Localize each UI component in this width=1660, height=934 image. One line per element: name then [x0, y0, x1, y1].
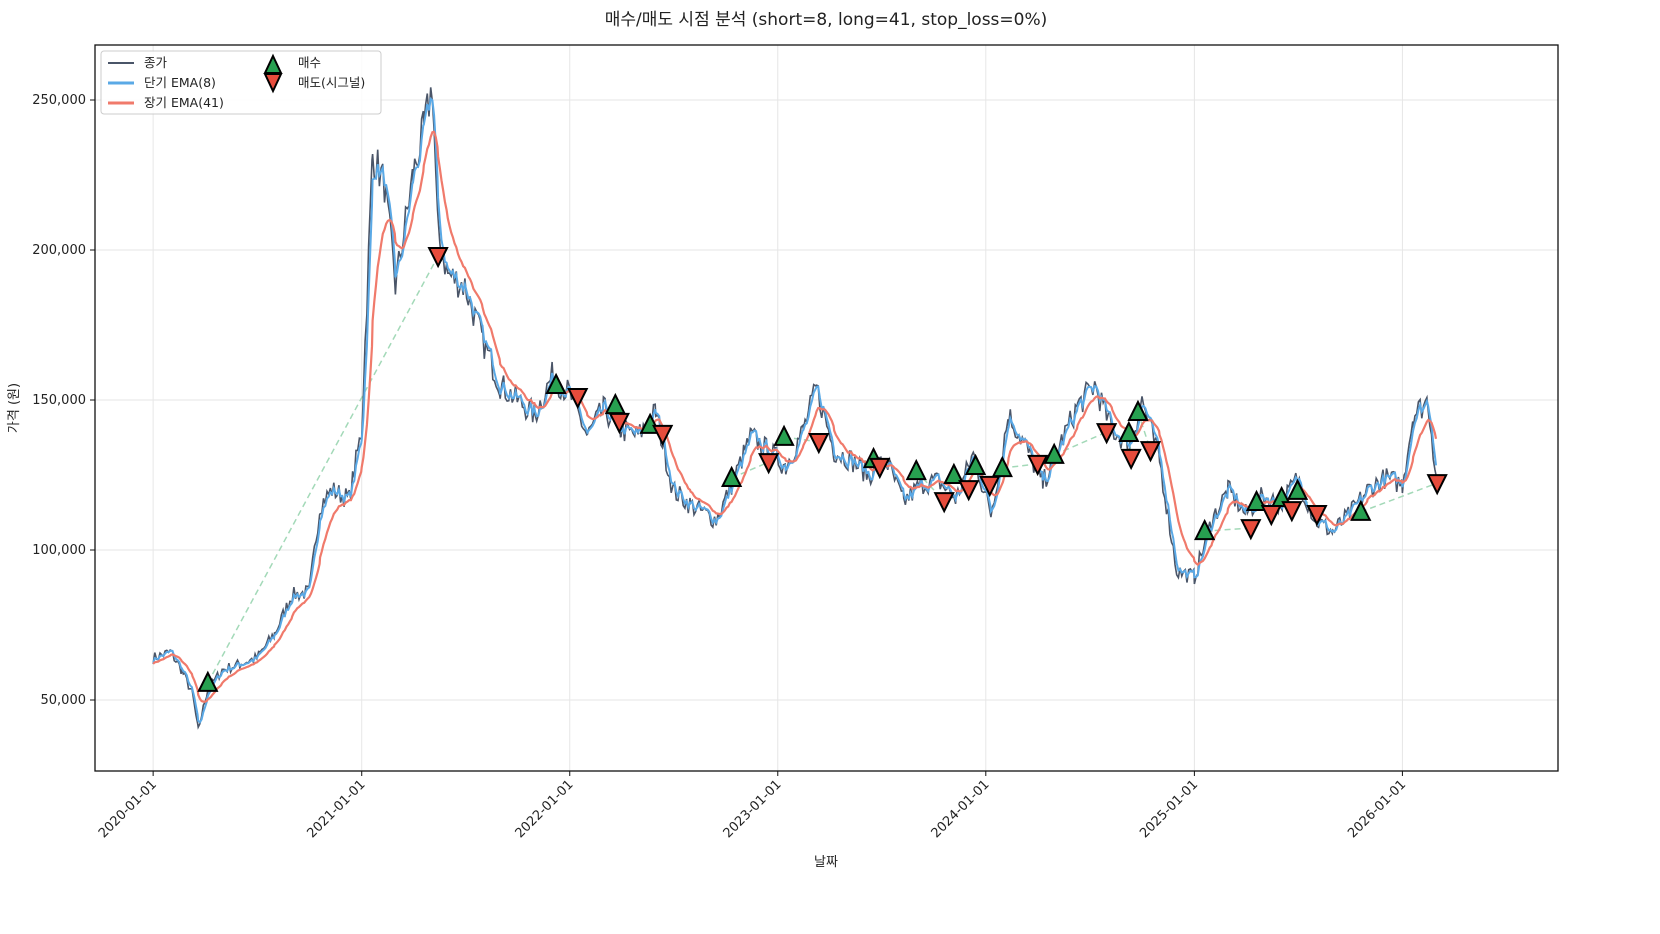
trade-line [1204, 527, 1251, 532]
sell-marker [1027, 454, 1049, 477]
trade-lines [207, 255, 1438, 684]
legend: 종가 단기 EMA(8) 장기 EMA(41) 매수 매도(시그널) [100, 50, 382, 115]
trade-line [1360, 482, 1438, 513]
y-tick-label: 200,000 [32, 243, 86, 258]
sell-marker [979, 475, 1001, 498]
sell-marker [1426, 474, 1448, 496]
x-tick-label: 2024-01-01 [929, 777, 993, 841]
sell-marker [608, 412, 630, 435]
buy-marker [197, 670, 219, 692]
sell-marker [1281, 501, 1303, 523]
x-tick-label: 2021-01-01 [305, 777, 369, 841]
sell-marker [652, 424, 674, 447]
buy-marker [1194, 518, 1216, 541]
x-axis-ticks: 2020-01-01 2021-01-01 2022-01-01 2023-01-01… [96, 771, 1409, 841]
legend-short-ema-label: 단기 EMA(8) [144, 75, 216, 90]
x-tick-label: 2026-01-01 [1345, 777, 1409, 841]
grid-lines [95, 45, 1558, 771]
series-lines [152, 87, 1438, 730]
sell-marker [1240, 519, 1262, 541]
signal-markers [197, 246, 1448, 692]
legend-sell-marker [263, 73, 283, 94]
y-tick-label: 250,000 [32, 93, 86, 108]
trade-line [207, 255, 439, 684]
buy-marker [943, 462, 965, 484]
y-tick-label: 150,000 [32, 393, 86, 408]
legend-close-label: 종가 [144, 55, 168, 70]
buy-marker [1127, 399, 1149, 421]
x-tick-label: 2025-01-01 [1137, 777, 1201, 841]
long-ema-line [152, 130, 1438, 703]
sell-marker [869, 457, 891, 480]
legend-sell-label: 매도(시그널) [298, 75, 365, 90]
sell-marker [1096, 423, 1118, 445]
buy-marker [545, 372, 567, 394]
buy-marker [1118, 420, 1140, 442]
x-tick-label: 2022-01-01 [513, 777, 577, 841]
chart-title: 매수/매도 시점 분석 (short=8, long=41, stop_loss… [605, 10, 1048, 30]
y-tick-label: 100,000 [32, 543, 86, 558]
x-axis-label: 날짜 [814, 855, 838, 870]
buy-marker [991, 455, 1013, 478]
sell-marker [1306, 504, 1328, 527]
sell-marker [758, 453, 780, 475]
buy-marker [720, 465, 743, 487]
buy-marker [905, 458, 927, 481]
trade-line [731, 461, 769, 479]
x-tick-label: 2020-01-01 [96, 777, 160, 841]
buy-marker [604, 392, 626, 415]
legend-buy-label: 매수 [298, 55, 321, 70]
legend-long-ema-label: 장기 EMA(41) [144, 95, 224, 110]
y-axis-label: 가격 (원) [7, 383, 22, 433]
close-price-line [152, 87, 1437, 730]
y-tick-label: 50,000 [41, 693, 87, 708]
buy-marker [964, 453, 987, 475]
sell-marker [808, 432, 830, 455]
sell-marker [1120, 448, 1142, 471]
trade-line [1002, 463, 1038, 469]
plot-frame [94, 44, 1559, 772]
sell-marker [1260, 504, 1282, 527]
sell-marker [933, 492, 955, 514]
sell-marker [567, 387, 589, 410]
short-ema-line [152, 97, 1437, 724]
buy-marker [773, 424, 795, 446]
sell-marker [427, 246, 449, 269]
buy-marker [1043, 442, 1065, 464]
buy-marker [1286, 478, 1309, 500]
sell-marker [1139, 441, 1162, 463]
y-axis-ticks: 50,000 100,000 150,000 200,000 250,000 [32, 93, 95, 708]
x-tick-label: 2023-01-01 [721, 777, 785, 841]
buy-marker [1350, 499, 1372, 521]
sell-marker [958, 480, 980, 502]
